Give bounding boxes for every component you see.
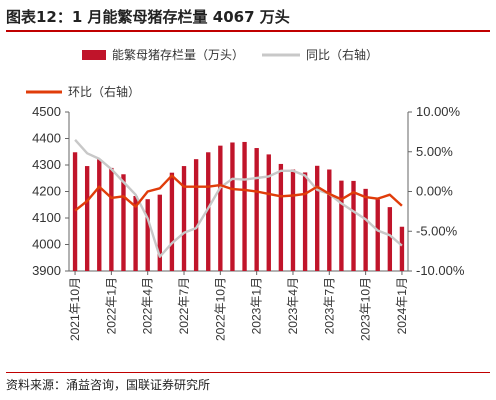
y-left-tick-label: 3900 <box>32 263 61 278</box>
bar <box>145 199 150 271</box>
y-left-tick-label: 4200 <box>32 184 61 199</box>
source-note: 资料来源：涌益咨询，国联证券研究所 <box>6 378 211 392</box>
x-tick-label: 2022年4月 <box>141 277 155 334</box>
bar <box>109 167 114 271</box>
bar <box>339 180 344 271</box>
bar <box>133 196 138 271</box>
chart: 能繁母猪存栏量（万头） 同比（右轴） 环比（右轴） 3900 4000 4100 4200 4… <box>26 47 465 341</box>
bar <box>399 226 405 271</box>
bar <box>72 152 78 271</box>
title-bar: 图表12：1 月能繁母猪存栏量 4067 万头 <box>6 4 490 32</box>
footer-rule <box>6 372 490 373</box>
y-left-tick-label: 4500 <box>32 104 61 119</box>
bar <box>266 154 271 271</box>
bar <box>218 145 223 271</box>
bar <box>254 148 259 271</box>
bar <box>375 199 380 271</box>
figure-title: 图表12：1 月能繁母猪存栏量 4067 万头 <box>6 8 290 26</box>
bar <box>121 174 126 271</box>
bar <box>181 166 187 271</box>
y-right-tick-label: 0.00% <box>416 184 453 199</box>
title-rule <box>6 30 490 32</box>
x-tick-label: 2022年10月 <box>213 277 227 341</box>
bar <box>327 169 332 271</box>
bar <box>193 159 199 271</box>
x-tick-label: 2023年10月 <box>359 277 373 341</box>
x-tick-label: 2022年7月 <box>177 277 191 334</box>
bar <box>84 166 90 271</box>
bar <box>351 180 356 271</box>
bar <box>290 169 296 271</box>
bar <box>230 142 235 271</box>
y-right-tick-label: -10.00% <box>416 263 465 278</box>
series-line-yoy <box>74 138 403 258</box>
y-right-tick-label: 5.00% <box>416 144 453 159</box>
bar <box>157 194 162 271</box>
bar <box>387 207 393 271</box>
x-tick-label: 2024年1月 <box>395 277 409 334</box>
y-right-tick-label: 10.00% <box>416 104 461 119</box>
bar <box>169 172 175 271</box>
x-tick-label: 2023年7月 <box>322 277 336 334</box>
x-tick-label: 2021年10月 <box>68 277 82 341</box>
bar <box>97 159 102 271</box>
legend-label-yoy: 同比（右轴） <box>306 47 378 62</box>
y-left-tick-label: 4300 <box>32 157 61 172</box>
bar <box>315 165 320 271</box>
y-left-tick-label: 4000 <box>32 237 61 252</box>
legend-label-mom: 环比（右轴） <box>68 84 140 99</box>
x-tick-label: 2022年1月 <box>104 277 118 334</box>
bar <box>206 152 211 271</box>
legend-label-bar: 能繁母猪存栏量（万头） <box>112 47 244 62</box>
bar <box>278 163 284 271</box>
bar <box>363 188 368 271</box>
x-tick-label: 2023年4月 <box>286 277 300 334</box>
y-right-tick-label: -5.00% <box>416 223 458 238</box>
y-left-tick-label: 4100 <box>32 210 61 225</box>
legend-swatch-bar <box>82 50 106 60</box>
x-tick-label: 2023年1月 <box>250 277 264 334</box>
y-left-tick-label: 4400 <box>32 131 61 146</box>
series-line-mom <box>74 174 403 212</box>
bar <box>242 141 247 271</box>
bar <box>302 172 308 271</box>
